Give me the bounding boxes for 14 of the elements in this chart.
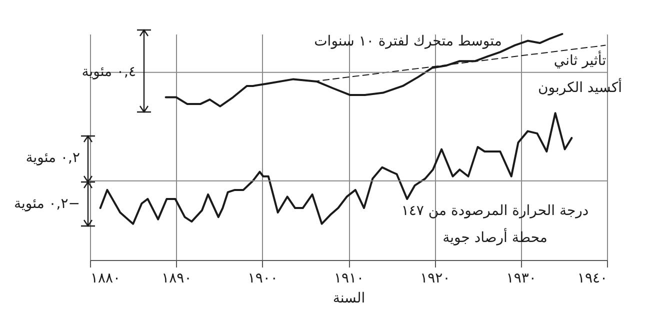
- text: ٠,٢ مئوية: [26, 150, 80, 166]
- series-label: متوسط متحرك لفترة ١٠ سنوات: [314, 32, 502, 52]
- text: −٠,٢ مئوية: [14, 196, 80, 212]
- x-tick-label: ١٩٤٠: [577, 270, 608, 286]
- x-tick-label: ١٩٠٠: [248, 270, 278, 286]
- series-label: تأثير ثاني أكسيد الكربون: [538, 50, 622, 98]
- series-label: درجة الحرارة المرصودة من ١٤٧ محطة أرصاد جوية: [401, 202, 589, 248]
- annotation: ٠,٤ مئوية: [82, 64, 136, 80]
- x-tick-label: ١٨٩٠: [162, 270, 192, 286]
- x-tick-label: ١٩٢٠: [420, 270, 450, 286]
- x-tick-label: ١٨٨٠: [90, 270, 121, 286]
- x-tick-label: ١٩١٠: [334, 270, 364, 286]
- x-tick-label: ١٩٣٠: [506, 270, 536, 286]
- x-axis-title: السنة: [332, 290, 366, 306]
